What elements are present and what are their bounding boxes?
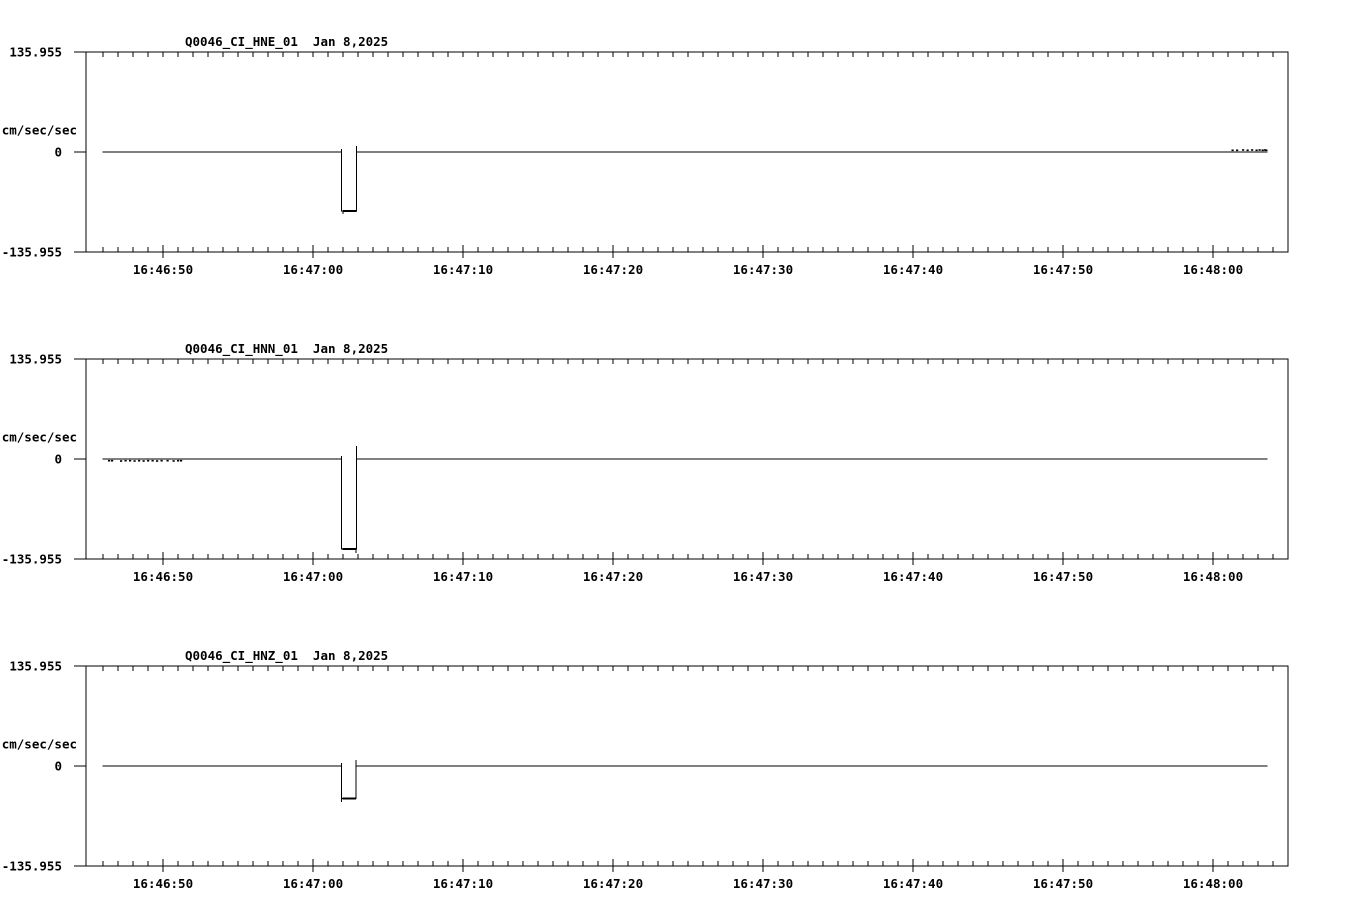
y-tick-label: 135.955 (9, 45, 62, 60)
noise-blip (1265, 149, 1268, 152)
noise-blip (1236, 149, 1239, 152)
x-tick-label: 16:47:20 (583, 876, 643, 891)
y-tick-label: 0 (54, 452, 62, 467)
panel-title: Q0046_CI_HNZ_01 Jan 8,2025 (185, 648, 388, 664)
x-tick-label: 16:47:40 (883, 569, 943, 584)
noise-blip (166, 459, 169, 462)
noise-blip (147, 459, 150, 462)
x-tick-label: 16:47:40 (883, 262, 943, 277)
y-tick-label: -135.955 (2, 552, 62, 567)
noise-blip (160, 459, 163, 462)
x-tick-label: 16:47:10 (433, 876, 493, 891)
panel-title: Q0046_CI_HNN_01 Jan 8,2025 (185, 341, 388, 357)
y-tick-label: 0 (54, 145, 62, 160)
noise-blip (1231, 149, 1234, 152)
x-tick-label: 16:47:30 (733, 876, 793, 891)
x-tick-label: 16:47:00 (283, 262, 343, 277)
noise-blip (133, 460, 136, 462)
x-tick-label: 16:46:50 (133, 262, 193, 277)
y-tick-label: -135.955 (2, 245, 62, 260)
noise-blip (180, 459, 183, 462)
x-tick-label: 16:46:50 (133, 569, 193, 584)
noise-blip (151, 459, 154, 462)
seismogram-panel-hnn: 16:46:50 16:47:00 16:47:10 16:47:20 16:47:30… (2, 341, 1289, 584)
noise-blip (1263, 149, 1266, 151)
noise-blip (177, 459, 180, 462)
x-tick-label: 16:47:40 (883, 876, 943, 891)
noise-blip (108, 459, 111, 462)
x-tick-label: 16:47:50 (1033, 569, 1093, 584)
x-tick-label: 16:48:00 (1183, 876, 1243, 891)
noise-blip (120, 460, 123, 462)
noise-blip (142, 460, 145, 462)
seismogram-panel-hnz: 16:46:50 16:47:00 16:47:10 16:47:20 16:47:30… (2, 648, 1289, 891)
noise-blip (1246, 149, 1249, 152)
waveform-trace-hnn (102, 445, 1268, 554)
panel-title: Q0046_CI_HNE_01 Jan 8,2025 (185, 34, 388, 50)
noise-blip (1255, 149, 1258, 152)
noise-blip (1261, 149, 1264, 152)
noise-blip (156, 460, 159, 462)
x-tick-label: 16:47:00 (283, 569, 343, 584)
x-tick-label: 16:47:10 (433, 569, 493, 584)
y-tick-label: 0 (54, 759, 62, 774)
x-tick-label: 16:47:50 (1033, 262, 1093, 277)
seismogram-panel-hne: 16:46:50 16:47:00 16:47:10 16:47:20 16:47:30… (2, 34, 1289, 277)
noise-blip (124, 459, 127, 462)
y-tick-label: 135.955 (9, 659, 62, 674)
y-tick-label: 135.955 (9, 352, 62, 367)
y-tick-label: -135.955 (2, 859, 62, 874)
noise-blip (111, 459, 114, 462)
x-tick-label: 16:47:00 (283, 876, 343, 891)
y-axis-units-label: cm/sec/sec (2, 737, 77, 752)
waveform-trace-hnz (102, 759, 1268, 803)
x-tick-label: 16:47:30 (733, 262, 793, 277)
x-tick-label: 16:48:00 (1183, 569, 1243, 584)
waveform-trace-hne (102, 145, 1268, 215)
x-tick-label: 16:47:30 (733, 569, 793, 584)
x-tick-label: 16:48:00 (1183, 262, 1243, 277)
x-tick-label: 16:47:20 (583, 569, 643, 584)
noise-blip (129, 459, 132, 462)
noise-blip (138, 459, 141, 462)
noise-blip (172, 460, 175, 462)
y-axis-units-label: cm/sec/sec (2, 430, 77, 445)
x-tick-label: 16:47:50 (1033, 876, 1093, 891)
noise-blip (1258, 149, 1261, 151)
x-tick-label: 16:47:20 (583, 262, 643, 277)
y-axis-units-label: cm/sec/sec (2, 123, 77, 138)
x-tick-label: 16:47:10 (433, 262, 493, 277)
noise-blip (1251, 149, 1254, 151)
x-tick-label: 16:46:50 (133, 876, 193, 891)
noise-blip (1242, 149, 1245, 151)
